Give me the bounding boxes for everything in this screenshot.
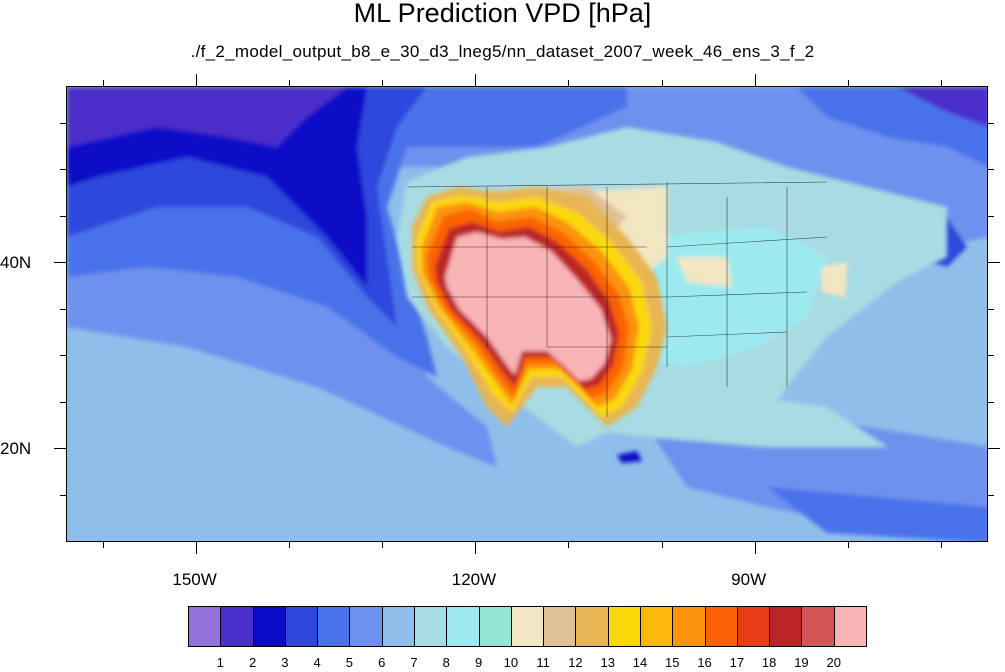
lon-tick-label: 120W (451, 570, 497, 589)
tropical-east-core (767, 487, 987, 541)
axis-tick (988, 401, 994, 403)
axis-tick (102, 542, 104, 548)
colorbar-tick-label: 7 (410, 655, 418, 670)
map-title: ML Prediction VPD [hPa] (353, 0, 652, 28)
colorbar-swatch (510, 606, 545, 647)
colorbar-tick-label: 13 (600, 655, 615, 670)
colorbar-tick-label: 6 (378, 655, 386, 670)
axis-tick (382, 80, 384, 86)
axis-tick (940, 80, 942, 86)
colorbar-swatch (252, 606, 286, 647)
axis-tick (988, 355, 994, 357)
axis-tick (988, 122, 994, 124)
colorbar-swatch (640, 606, 674, 647)
axis-tick (847, 80, 849, 86)
map-panel (66, 86, 988, 542)
colorbar-tick-label: 8 (442, 655, 450, 670)
aleutian-field (67, 87, 347, 147)
axis-tick (382, 542, 384, 548)
axis-tick (475, 74, 477, 86)
colorbar-tick-label: 5 (345, 655, 354, 670)
cuba-low-field (617, 451, 642, 463)
chesapeake-field (822, 262, 847, 297)
axis-tick (661, 80, 663, 86)
axis-tick (60, 308, 66, 310)
axis-tick (60, 122, 66, 124)
colorbar-swatch (575, 606, 609, 647)
axis-tick (102, 80, 104, 86)
axis-tick (988, 448, 1000, 450)
axis-tick (195, 74, 197, 86)
colorbar-swatch (736, 606, 771, 647)
axis-tick (754, 74, 756, 86)
ocean-contours (67, 87, 987, 541)
colorbar-tick-label: 10 (503, 655, 519, 670)
colorbar-swatch (446, 606, 480, 647)
axis-tick (568, 542, 570, 548)
colorbar-tick-label: 16 (697, 655, 712, 670)
axis-tick (195, 542, 197, 554)
axis-tick (289, 80, 290, 86)
axis-tick (60, 215, 66, 217)
axis-tick (940, 542, 942, 548)
vpd-contour-map (67, 87, 987, 541)
axis-tick (988, 308, 994, 310)
colorbar-swatch (188, 606, 222, 647)
axis-tick (988, 494, 994, 496)
illinois-field (677, 257, 732, 287)
axis-tick (54, 262, 66, 264)
axis-tick (60, 169, 66, 171)
colorbar-tick-label: 3 (281, 655, 289, 670)
colorbar-swatch (543, 606, 577, 647)
colorbar-tick-label: 2 (248, 655, 257, 670)
colorbar-swatch (704, 606, 738, 647)
colorbar-swatch (381, 606, 415, 647)
map-subtitle: ./f_2_model_output_b8_e_30_d3_lneg5/nn_d… (190, 42, 815, 61)
axis-tick (289, 542, 290, 548)
vpd-20-band (445, 232, 611, 381)
axis-tick (54, 448, 66, 450)
axis-tick (60, 401, 66, 403)
colorbar-tick-label: 1 (216, 655, 224, 670)
colorbar-swatch (769, 606, 803, 647)
axis-tick (754, 542, 756, 554)
colorbar-tick-label: 20 (826, 655, 841, 670)
lon-tick-label: 90W (731, 570, 767, 589)
axis-tick (988, 169, 994, 171)
colorbar-tick-label: 9 (474, 655, 483, 670)
axis-tick (475, 542, 477, 554)
axis-tick (988, 262, 1000, 264)
colorbar-swatch (478, 606, 512, 647)
colorbar-tick-label: 4 (313, 655, 321, 670)
colorbar-tick-label: 14 (632, 655, 648, 670)
colorbar-tick-label: 18 (761, 655, 777, 670)
colorbar-swatch (833, 606, 867, 647)
axis-tick (568, 80, 570, 86)
colorbar-swatch (607, 606, 641, 647)
colorbar-swatch (672, 606, 706, 647)
gulf-alaska-field (67, 87, 367, 287)
colorbar-swatch (220, 606, 254, 647)
colorbar-swatch (414, 606, 448, 647)
axis-tick (661, 542, 663, 548)
colorbar-tick-label: 12 (568, 655, 583, 670)
colorbar-tick-label: 17 (729, 655, 745, 670)
colorbar-tick-label: 11 (536, 655, 550, 670)
colorbar-swatch (284, 606, 319, 647)
colorbar-swatch (349, 606, 383, 647)
axis-tick (60, 355, 66, 357)
labrador-field (897, 87, 987, 127)
lat-tick-label: 40N (0, 252, 32, 272)
axis-tick (60, 494, 66, 496)
axis-tick (988, 215, 994, 217)
colorbar (188, 606, 867, 647)
colorbar-tick-label: 15 (665, 655, 680, 670)
axis-tick (847, 542, 849, 548)
lat-tick-label: 20N (0, 438, 32, 458)
state-borders (406, 181, 828, 417)
colorbar-tick-label: 19 (794, 655, 809, 670)
colorbar-swatch (801, 606, 835, 647)
lon-tick-label: 150W (172, 570, 217, 589)
colorbar-swatch (317, 606, 351, 647)
